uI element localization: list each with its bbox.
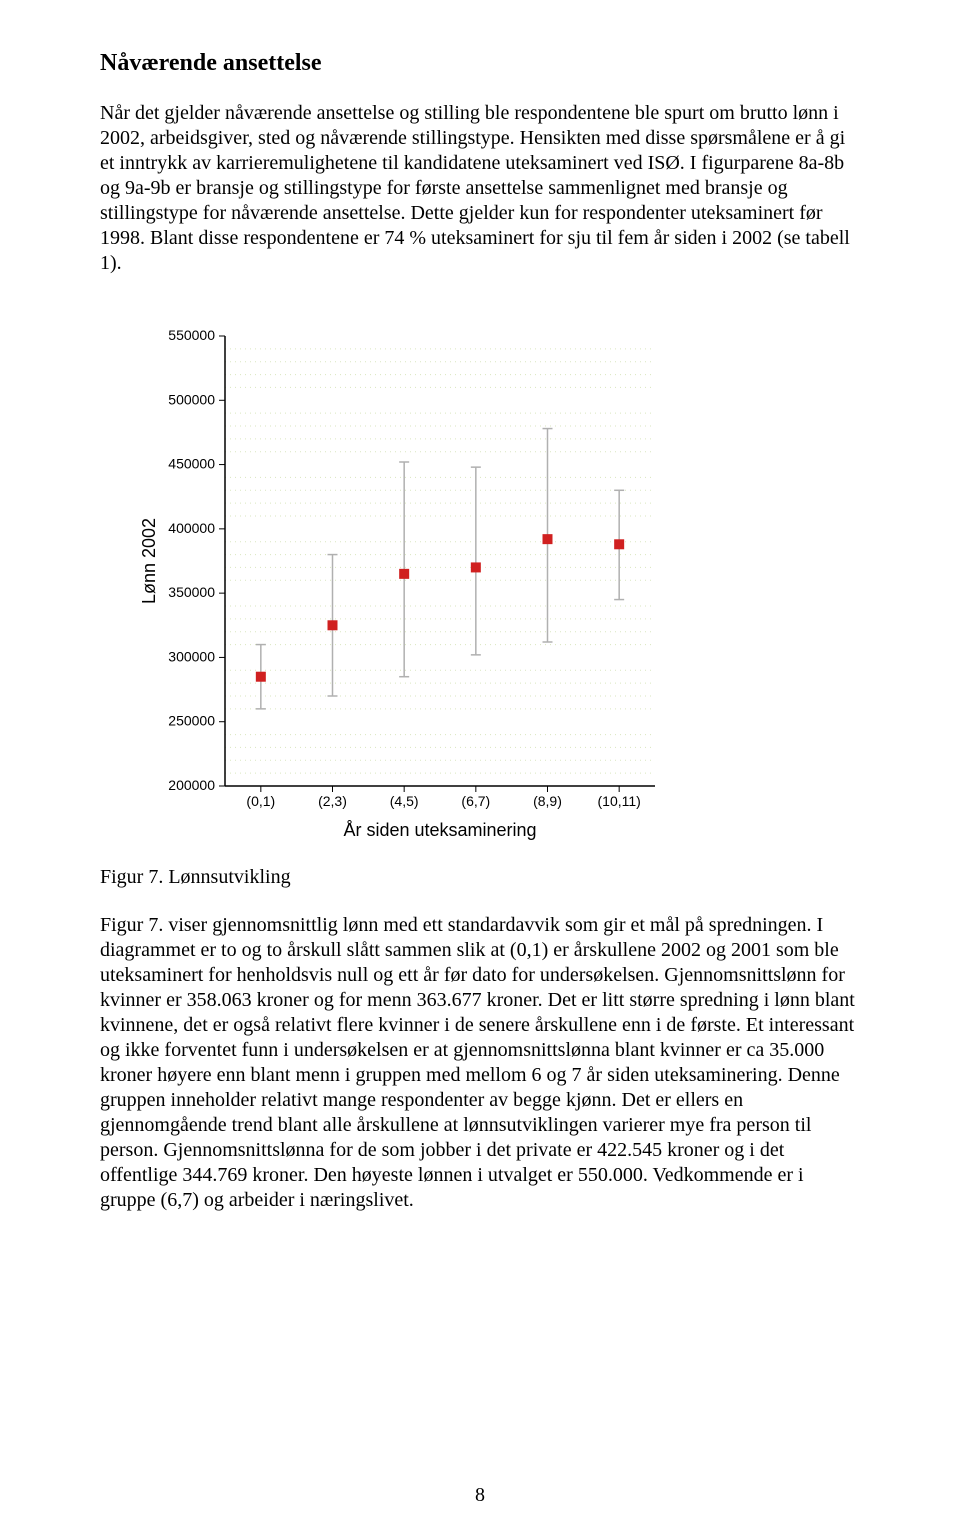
y-tick-label: 200000 xyxy=(168,777,215,793)
y-tick-label: 300000 xyxy=(168,648,215,664)
y-tick-label: 350000 xyxy=(168,584,215,600)
data-marker xyxy=(400,569,409,578)
data-marker xyxy=(256,672,265,681)
y-tick-label: 550000 xyxy=(168,327,215,343)
page-number: 8 xyxy=(0,1484,960,1507)
x-axis-title: År siden uteksaminering xyxy=(343,820,536,840)
x-tick-label: (6,7) xyxy=(461,793,490,809)
x-tick-label: (2,3) xyxy=(318,793,347,809)
x-tick-label: (8,9) xyxy=(533,793,562,809)
y-tick-label: 250000 xyxy=(168,713,215,729)
paragraph-2: Figur 7. viser gjennomsnittlig lønn med … xyxy=(100,913,860,1213)
salary-chart-svg: 200000 250000 300000 350000 400000 450000 5000… xyxy=(130,316,690,856)
y-tick-label: 400000 xyxy=(168,520,215,536)
paragraph-1: Når det gjelder nåværende ansettelse og … xyxy=(100,101,860,276)
data-marker xyxy=(471,563,480,572)
data-marker xyxy=(615,540,624,549)
section-title: Nåværende ansettelse xyxy=(100,50,860,77)
y-axis-title: Lønn 2002 xyxy=(139,518,159,604)
y-tick-label: 450000 xyxy=(168,456,215,472)
y-tick-label: 500000 xyxy=(168,391,215,407)
x-tick-label: (0,1) xyxy=(246,793,275,809)
x-tick-label: (4,5) xyxy=(390,793,419,809)
data-marker xyxy=(328,621,337,630)
x-tick-label: (10,11) xyxy=(598,793,641,809)
salary-chart: 200000 250000 300000 350000 400000 450000 5000… xyxy=(130,316,860,856)
figure-caption: Figur 7. Lønnsutvikling xyxy=(100,866,860,889)
data-marker xyxy=(543,535,552,544)
